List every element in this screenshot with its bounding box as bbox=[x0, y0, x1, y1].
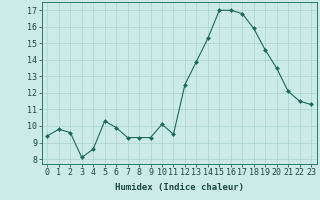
X-axis label: Humidex (Indice chaleur): Humidex (Indice chaleur) bbox=[115, 183, 244, 192]
